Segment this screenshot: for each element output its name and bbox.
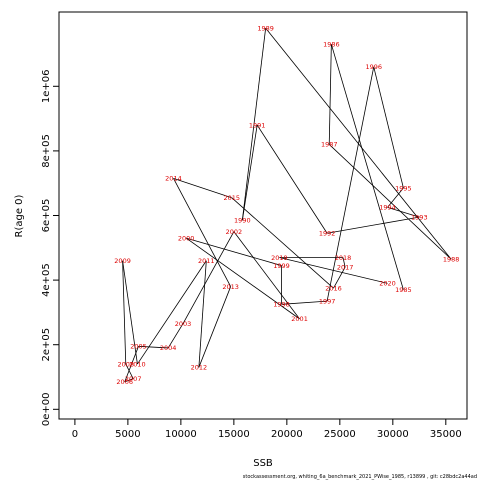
series-segment <box>328 44 332 145</box>
series-segment <box>231 197 334 289</box>
point-labels: 1985 1986 1987 1988 1989 1990 1991 1992 1993 1994… <box>114 24 459 386</box>
point-label: 2007 <box>125 375 142 383</box>
series-segment <box>125 363 134 379</box>
point-label: 1988 <box>443 255 460 263</box>
x-axis: 0 5000 10000 15000 20000 25000 30000 35000 <box>72 419 462 440</box>
series-segment <box>173 177 232 199</box>
point-label: 1986 <box>323 41 340 49</box>
point-label: 1993 <box>411 213 428 221</box>
series-segment <box>342 257 346 268</box>
series-segment <box>198 260 207 368</box>
series-segment <box>122 260 138 365</box>
x-tick-label: 30000 <box>377 429 409 440</box>
point-label: 1999 <box>273 262 290 270</box>
x-tick-label: 0 <box>72 429 78 440</box>
x-tick-label: 15000 <box>218 429 250 440</box>
point-label: 2019 <box>271 254 288 262</box>
point-label: 1997 <box>319 297 336 305</box>
point-label: 2002 <box>226 228 243 236</box>
series-segment <box>281 300 328 305</box>
series-segment <box>137 260 207 365</box>
point-label: 1985 <box>395 286 412 294</box>
point-label: 2000 <box>178 234 195 242</box>
point-label: 2013 <box>222 283 239 291</box>
point-label: 1989 <box>257 24 274 32</box>
series-segment <box>326 66 375 302</box>
point-label: 2020 <box>379 280 396 288</box>
series-segment <box>138 345 169 349</box>
series-segment <box>279 257 388 284</box>
series-segment <box>373 66 404 189</box>
series-segment <box>122 260 127 365</box>
y-axis-title: R(age 0) <box>14 194 25 237</box>
series-segment <box>328 144 452 260</box>
series-segment <box>124 346 139 382</box>
point-label: 2004 <box>160 344 177 352</box>
series-segment <box>327 216 420 234</box>
y-tick-label: 1e+06 <box>41 69 52 103</box>
point-label: 2006 <box>116 378 133 386</box>
point-label: 1994 <box>379 204 396 212</box>
y-axis: 0e+00 2e+05 4e+05 6e+05 8e+05 1e+06 <box>41 69 59 426</box>
point-label: 2012 <box>191 364 208 372</box>
series-segment <box>173 178 232 287</box>
x-tick-label: 35000 <box>430 429 462 440</box>
series-segment <box>233 231 300 320</box>
series-segment <box>333 266 346 289</box>
x-tick-label: 25000 <box>324 429 356 440</box>
point-label: 2016 <box>325 284 342 292</box>
point-label: 2008 <box>117 360 134 368</box>
point-label: 2014 <box>165 175 182 183</box>
series-segment <box>186 237 282 266</box>
point-label: 2003 <box>175 320 192 328</box>
y-tick-label: 8e+05 <box>41 134 52 168</box>
point-label: 2015 <box>223 194 240 202</box>
point-label: 2001 <box>291 315 308 323</box>
series-segment <box>182 231 235 324</box>
x-tick-label: 20000 <box>271 429 303 440</box>
point-label: 2010 <box>129 360 146 368</box>
point-label: 1990 <box>234 217 251 225</box>
point-label: 2017 <box>337 263 354 271</box>
series-segment <box>198 286 232 368</box>
plot-frame <box>58 11 468 420</box>
y-tick-label: 2e+05 <box>41 328 52 362</box>
series-segment <box>124 378 134 383</box>
x-tick-label: 10000 <box>165 429 197 440</box>
y-tick-label: 0e+00 <box>41 392 52 426</box>
series-segment <box>256 124 328 234</box>
series-segment <box>241 28 267 221</box>
series-segment <box>387 187 404 208</box>
series-segment <box>185 237 300 320</box>
y-tick-label: 6e+05 <box>41 199 52 233</box>
series-segment <box>241 124 258 221</box>
x-tick-label: 5000 <box>115 429 140 440</box>
point-label: 2005 <box>130 343 147 351</box>
point-label: 2011 <box>198 257 215 265</box>
series-path <box>122 27 452 383</box>
point-label: 2009 <box>114 257 131 265</box>
x-axis-title: SSB <box>253 458 273 469</box>
series-segment <box>387 207 420 218</box>
series-segment <box>167 323 184 349</box>
series-segment <box>330 44 404 290</box>
point-label: 1998 <box>273 301 290 309</box>
point-label: 1991 <box>249 121 266 129</box>
y-tick-label: 4e+05 <box>41 263 52 297</box>
point-label: 1987 <box>321 141 338 149</box>
point-label: 1996 <box>365 63 382 71</box>
point-label: 2018 <box>335 254 352 262</box>
footer-text: stockassessment.org, whiting_6a_benchmar… <box>243 474 477 480</box>
point-label: 1992 <box>319 230 336 238</box>
point-label: 1995 <box>395 184 412 192</box>
